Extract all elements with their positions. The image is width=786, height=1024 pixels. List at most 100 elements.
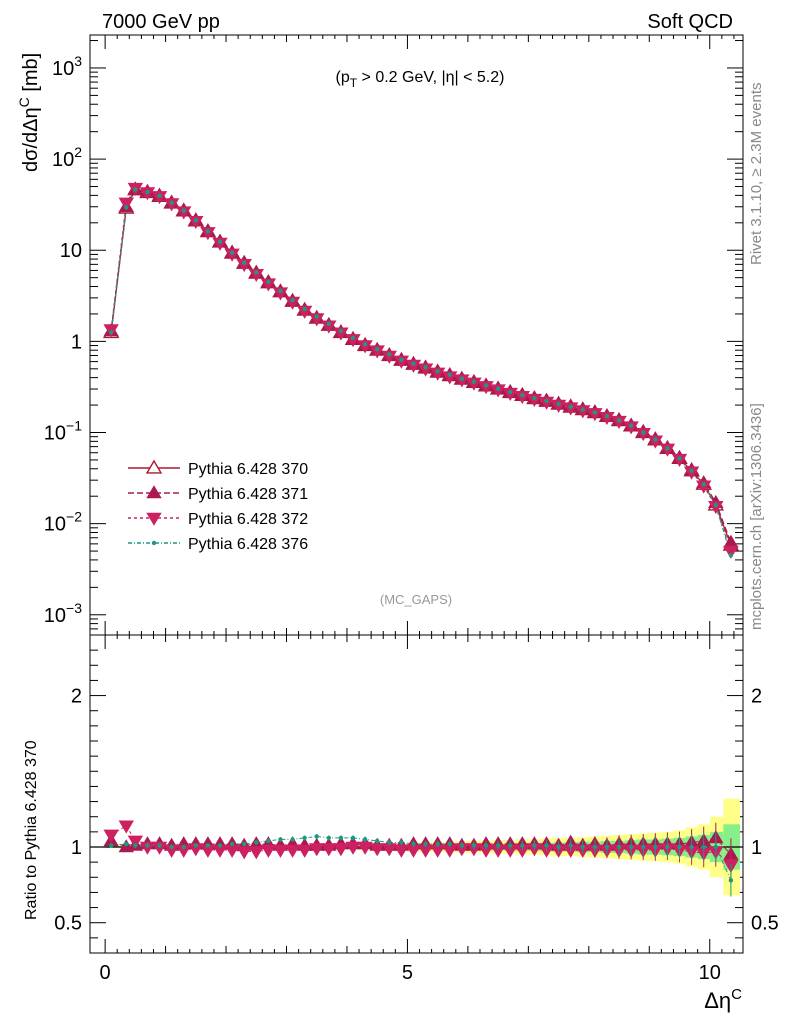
ratio-data-point [248, 846, 264, 860]
data-point [423, 365, 428, 370]
data-point [217, 239, 223, 244]
ratio-data-point [580, 844, 585, 850]
ratio-data-point [181, 844, 186, 850]
ratio-data-point [362, 837, 368, 842]
ratio-data-point [266, 838, 271, 844]
data-point [708, 500, 724, 515]
data-point [278, 288, 283, 294]
ratio-data-point [314, 834, 319, 839]
ratio-data-point [145, 843, 150, 848]
ratio-data-point [399, 840, 404, 845]
ratio-data-point [520, 843, 525, 848]
data-point [254, 270, 259, 275]
ratio-data-point [423, 841, 428, 847]
y-tick-label: 10 [60, 240, 82, 262]
ratio-data-point [127, 835, 144, 849]
data-point [133, 187, 138, 192]
ratio-data-point [272, 844, 289, 858]
data-point [616, 418, 622, 423]
ratio-data-point [236, 846, 252, 860]
data-point [387, 352, 392, 357]
ratio-data-point [665, 844, 670, 850]
data-point [502, 387, 518, 401]
data-point [326, 321, 332, 326]
ratio-data-point [309, 843, 325, 857]
ratio-y-tick-label: 0.5 [54, 913, 82, 935]
data-point [272, 287, 289, 301]
data-point [212, 237, 228, 251]
data-point [260, 278, 277, 292]
data-point [266, 279, 271, 285]
ratio-y-axis-label: Ratio to Pythia 6.428 370 [23, 740, 40, 920]
ratio-series-line [110, 825, 732, 866]
data-point [435, 369, 440, 374]
data-point [169, 200, 174, 205]
analysis-watermark: (MC_GAPS) [380, 592, 452, 607]
legend-swatch-marker [145, 459, 163, 474]
ratio-y-tick-label: 1 [71, 837, 82, 859]
legend: Pythia 6.428 370 Pythia 6.428 371 Pythia 6… [128, 459, 308, 553]
y-tick-label: 103 [52, 53, 82, 80]
ratio-data-point [302, 835, 307, 841]
y-tick-label: 10−1 [44, 418, 82, 445]
legend-label: Pythia 6.428 376 [188, 536, 308, 553]
data-point [296, 305, 313, 319]
ratio-data-point [508, 843, 513, 848]
header-right-text: Soft QCD [647, 11, 733, 33]
ratio-data-point [296, 844, 313, 858]
ratio-y-tick-label: 2 [71, 686, 82, 708]
data-point [723, 545, 739, 559]
ratio-data-point [193, 843, 199, 848]
data-point [118, 197, 134, 211]
ratio-data-point [728, 878, 734, 883]
legend-label: Pythia 6.428 371 [188, 486, 308, 503]
ratio-data-point [471, 843, 477, 848]
data-point [417, 363, 434, 377]
ratio-data-point [333, 843, 349, 857]
ratio-data-point [495, 843, 501, 848]
data-point [728, 553, 734, 558]
ratio-y-tick-label-right: 2 [751, 686, 762, 708]
ratio-data-point [278, 837, 283, 842]
ratio-data-point [592, 844, 598, 850]
data-point [471, 379, 477, 385]
data-point [483, 383, 489, 388]
ratio-data-point [641, 844, 646, 850]
ratio-data-point [435, 841, 440, 847]
data-point [314, 314, 319, 319]
data-point [124, 205, 129, 210]
data-point [520, 392, 525, 398]
ratio-data-point [532, 843, 537, 848]
data-point [248, 268, 264, 283]
ratio-data-point [169, 844, 174, 850]
ratio-data-point [483, 843, 489, 848]
legend-swatch-marker [151, 540, 157, 546]
ratio-data-point [284, 844, 301, 858]
data-point [309, 313, 325, 327]
data-point [205, 228, 211, 234]
data-point [381, 350, 397, 364]
data-point [411, 361, 416, 366]
data-point [677, 456, 682, 461]
ratio-data-point [374, 838, 380, 844]
ratio-data-point [653, 844, 658, 850]
y-tick-label: 10−3 [44, 600, 82, 627]
data-point [241, 260, 247, 265]
y-tick-label: 102 [52, 144, 82, 171]
ratio-y-tick-label-right: 1 [751, 837, 762, 859]
ratio-data-point [260, 844, 277, 858]
data-point [689, 468, 694, 474]
data-point [350, 335, 356, 341]
x-tick-label: 10 [699, 962, 721, 984]
ratio-data-point [133, 843, 138, 848]
ratio-data-point [321, 843, 337, 857]
ratio-data-point [387, 840, 392, 845]
data-point [442, 371, 458, 385]
data-point [362, 342, 368, 347]
data-point [628, 423, 634, 428]
data-point [399, 357, 404, 362]
data-point [459, 376, 465, 381]
ratio-data-point [205, 843, 211, 848]
ratio-data-point [544, 843, 549, 848]
